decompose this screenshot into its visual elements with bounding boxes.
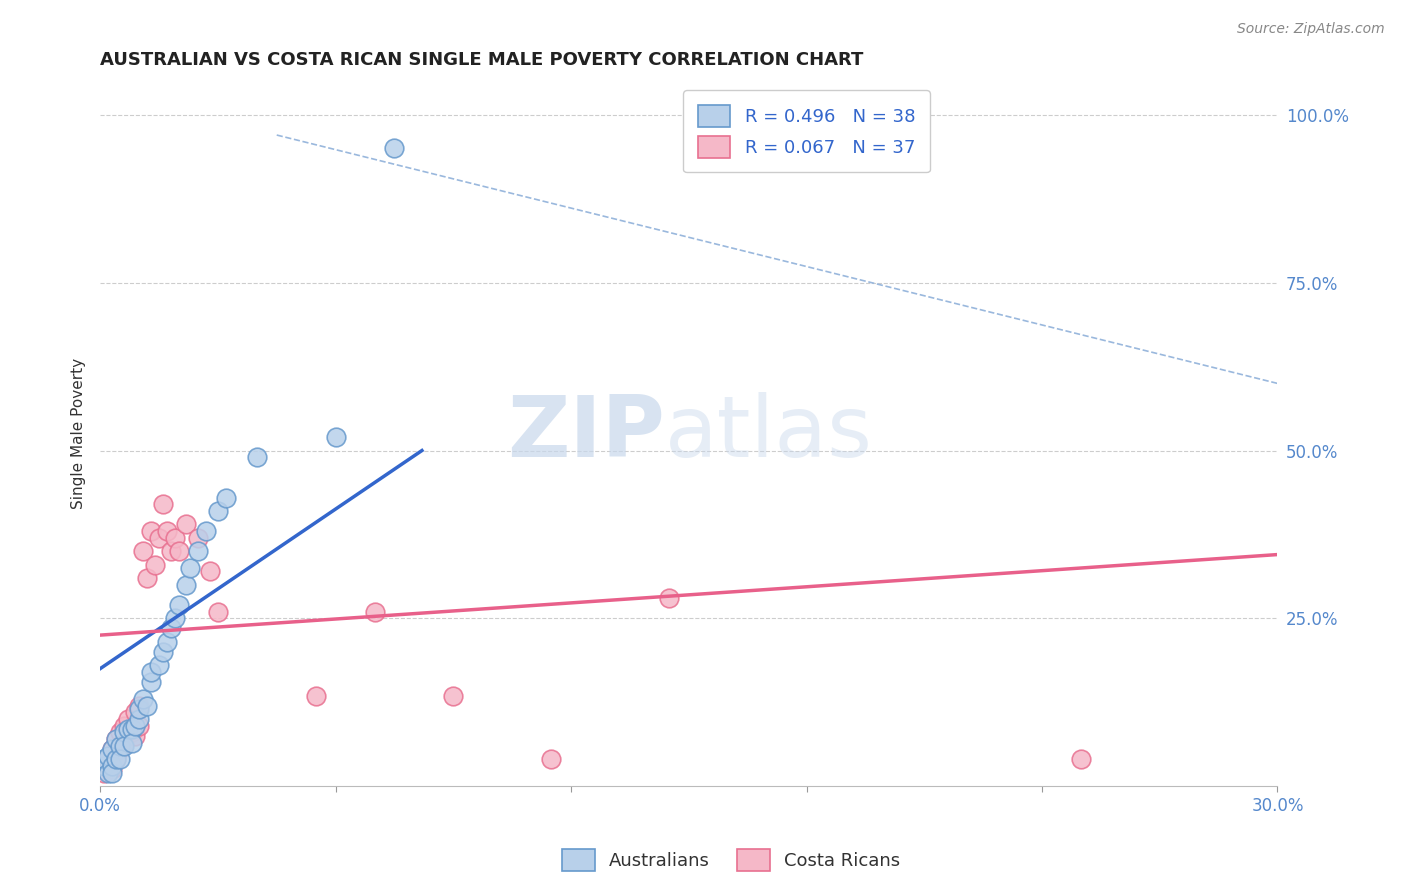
Point (658, 591, 681, 606)
Point (128, 702, 150, 716)
Point (1070, 752, 1092, 766)
Point (101, 742, 124, 756)
Point (124, 719, 146, 733)
Legend: Australians, Costa Ricans: Australians, Costa Ricans (555, 842, 907, 879)
Point (104, 752, 127, 766)
Point (132, 692, 155, 706)
Point (93, 759, 115, 773)
Point (108, 742, 131, 756)
Point (540, 752, 562, 766)
Point (104, 732, 127, 747)
Point (159, 621, 181, 635)
Point (117, 722, 139, 736)
Point (101, 763, 124, 777)
Text: Source: ZipAtlas.com: Source: ZipAtlas.com (1237, 22, 1385, 37)
Point (364, 605, 387, 619)
Point (136, 698, 159, 713)
Point (148, 658, 170, 673)
Text: atlas: atlas (665, 392, 873, 475)
Y-axis label: Single Male Poverty: Single Male Poverty (72, 359, 86, 509)
Point (141, 524, 163, 538)
Point (195, 524, 218, 538)
Point (148, 531, 170, 545)
Point (124, 729, 146, 743)
Point (97, 765, 120, 780)
Point (246, 450, 269, 465)
Point (207, 605, 229, 619)
Point (325, 430, 347, 444)
Point (97, 759, 120, 773)
Legend: R = 0.496   N = 38, R = 0.067   N = 37: R = 0.496 N = 38, R = 0.067 N = 37 (683, 90, 929, 172)
Point (187, 531, 209, 545)
Point (143, 558, 166, 572)
Point (101, 759, 124, 773)
Point (104, 752, 127, 766)
Point (121, 735, 143, 749)
Point (176, 578, 198, 592)
Point (128, 712, 150, 726)
Point (167, 544, 190, 558)
Point (441, 689, 464, 703)
Point (179, 561, 201, 575)
Point (187, 544, 209, 558)
Point (101, 765, 124, 780)
Point (167, 598, 190, 612)
Point (124, 706, 146, 720)
Point (121, 725, 143, 739)
Point (108, 739, 131, 753)
Point (141, 675, 163, 690)
Point (384, 141, 406, 155)
Point (156, 635, 179, 649)
Point (305, 689, 328, 703)
Point (207, 504, 229, 518)
Point (108, 752, 131, 766)
Point (156, 524, 179, 538)
Point (198, 565, 221, 579)
Point (112, 739, 135, 753)
Point (108, 725, 131, 739)
Point (93, 765, 115, 780)
Point (163, 531, 186, 545)
Point (152, 497, 174, 511)
Point (163, 611, 186, 625)
Point (117, 712, 139, 726)
Point (136, 571, 159, 585)
Point (101, 742, 124, 756)
Point (141, 665, 163, 679)
Point (152, 645, 174, 659)
Point (97, 752, 120, 766)
Point (132, 544, 155, 558)
Point (159, 544, 181, 558)
Point (121, 722, 143, 736)
Point (215, 491, 238, 505)
Point (176, 517, 198, 532)
Point (104, 732, 127, 747)
Point (128, 719, 150, 733)
Point (128, 698, 150, 713)
Point (112, 725, 135, 739)
Point (97, 748, 120, 763)
Point (93, 752, 115, 766)
Text: ZIP: ZIP (508, 392, 665, 475)
Text: AUSTRALIAN VS COSTA RICAN SINGLE MALE POVERTY CORRELATION CHART: AUSTRALIAN VS COSTA RICAN SINGLE MALE PO… (100, 51, 863, 69)
Point (112, 719, 135, 733)
Point (112, 735, 135, 749)
